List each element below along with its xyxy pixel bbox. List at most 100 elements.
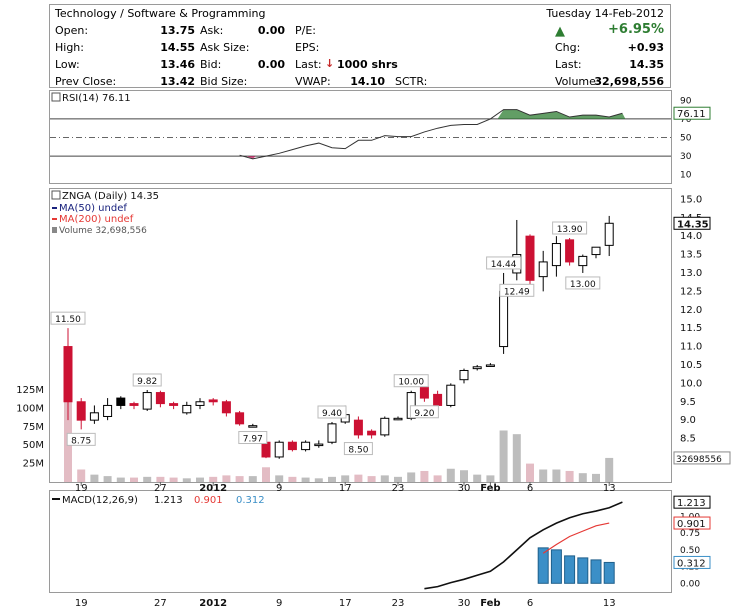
macd-legend-signal: 0.901 (194, 495, 223, 506)
candle-body (565, 239, 575, 263)
rsi-line (239, 109, 623, 160)
price-x-label: 19 (75, 483, 88, 494)
ma50-legend: MA(50) undef (59, 203, 127, 214)
candle-body (208, 399, 218, 403)
volume-bar (301, 477, 310, 482)
open-label: Open: (55, 24, 89, 37)
price-tick-label: 14.0 (680, 231, 702, 242)
candle-body (380, 417, 390, 436)
volume-tick-label: 50M (23, 440, 44, 451)
volume-bar (486, 475, 495, 482)
volume-bar (605, 457, 614, 482)
candle-body (76, 401, 86, 421)
volume-bar (116, 477, 125, 482)
volume-bar (235, 476, 244, 482)
candle-body (459, 369, 469, 381)
candle-body (367, 430, 377, 436)
price-annotation: 9.82 (137, 377, 157, 387)
volume-bar (314, 478, 323, 482)
price-panel (49, 188, 672, 483)
volume-bar (143, 476, 152, 482)
sector-label: Technology / Software & Programming (55, 7, 266, 20)
vwap-value: 14.10 (350, 75, 385, 88)
rsi-legend: RSI(14) 76.11 (51, 92, 131, 104)
candle-body (287, 441, 297, 451)
volume-bar (499, 430, 508, 482)
volume-legend: Volume 32,698,556 (59, 226, 147, 236)
volume-bar (380, 475, 389, 482)
volume-bar (103, 476, 112, 482)
price-annotation-box (499, 283, 535, 297)
volume-bar (433, 475, 442, 482)
price-annotation-box (238, 431, 268, 445)
price-x-label: 30 (458, 483, 471, 494)
macd-histogram-bar (537, 547, 549, 584)
volume-bar (552, 469, 561, 482)
volume-bar (407, 472, 416, 482)
volume-bar (182, 478, 191, 482)
price-annotation: 13.00 (570, 280, 596, 290)
candle-body (261, 441, 271, 458)
price-annotation-box (343, 442, 373, 456)
volume-bar (156, 476, 165, 482)
macd-tick-label: 0.75 (680, 529, 700, 539)
macd-legend: MACD(12,26,9) 1.213 0.901 0.312 (52, 495, 265, 506)
price-x-label: 27 (154, 483, 167, 494)
price-annotation: 8.75 (71, 436, 91, 446)
rsi-tick-label: 90 (680, 96, 692, 106)
candle-body (446, 384, 456, 406)
low-label: Low: (55, 58, 80, 71)
volume-bar (446, 468, 455, 482)
volume-bar (288, 476, 297, 482)
price-annotation: 9.40 (322, 409, 342, 419)
price-annotation: 8.50 (348, 446, 368, 456)
price-annotation-box (132, 373, 162, 387)
volume-bar (526, 463, 534, 482)
price-legend-title: ZNGA (Daily) 14.35 (62, 191, 159, 202)
price-tick-label: 13.0 (680, 268, 702, 279)
ma200-legend-icon (52, 218, 57, 220)
signal-line (542, 522, 610, 554)
macd-histogram-bar (590, 559, 602, 584)
rsi-tick-label: 50 (680, 134, 692, 144)
candle-body (499, 290, 509, 348)
price-annotation: 11.50 (55, 315, 81, 325)
quote-header: Technology / Software & Programming Tues… (49, 4, 671, 88)
price-tick-label: 12.5 (680, 286, 702, 297)
candle-body (103, 404, 113, 417)
ask-label: Ask: (200, 24, 224, 37)
volume-bar (130, 477, 138, 482)
price-last-label: 14.35 (677, 219, 709, 230)
price-annotation-box (409, 405, 439, 419)
rsi-tick-label: 70 (680, 115, 692, 125)
price-legend-icon (51, 190, 61, 200)
price-x-label: 9 (276, 483, 282, 494)
candle-body (591, 246, 601, 256)
volume-value: 32,698,556 (594, 75, 664, 88)
change-percent: +6.95% (608, 22, 664, 37)
candle-body (433, 393, 443, 406)
macd-last-box (673, 495, 711, 509)
vwap-label: VWAP: (295, 75, 331, 88)
quote-date: Tuesday 14-Feb-2012 (546, 7, 664, 20)
price-tick-label: 12.0 (680, 305, 702, 316)
candle-body (155, 392, 165, 405)
price-annotation: 7.97 (243, 435, 263, 445)
price-x-label: 2012 (199, 483, 227, 494)
price-annotation-box (317, 405, 347, 419)
volume-bar (262, 467, 270, 482)
candle-body (393, 417, 403, 421)
price-tick-label: 11.0 (680, 342, 702, 353)
rsi-oversold-fill (246, 156, 256, 159)
rsi-layer (239, 109, 626, 160)
price-annotation-box (66, 432, 96, 446)
candle-body (182, 404, 192, 414)
candle-body (142, 392, 152, 410)
price-tick-label: 9.5 (680, 397, 696, 408)
macd-tick-label: 0.00 (680, 579, 700, 589)
macd-legend-hist: 0.312 (236, 495, 265, 506)
candle-body (538, 261, 548, 278)
price-x-label: 13 (603, 483, 616, 494)
price-annotation-box (486, 256, 522, 270)
